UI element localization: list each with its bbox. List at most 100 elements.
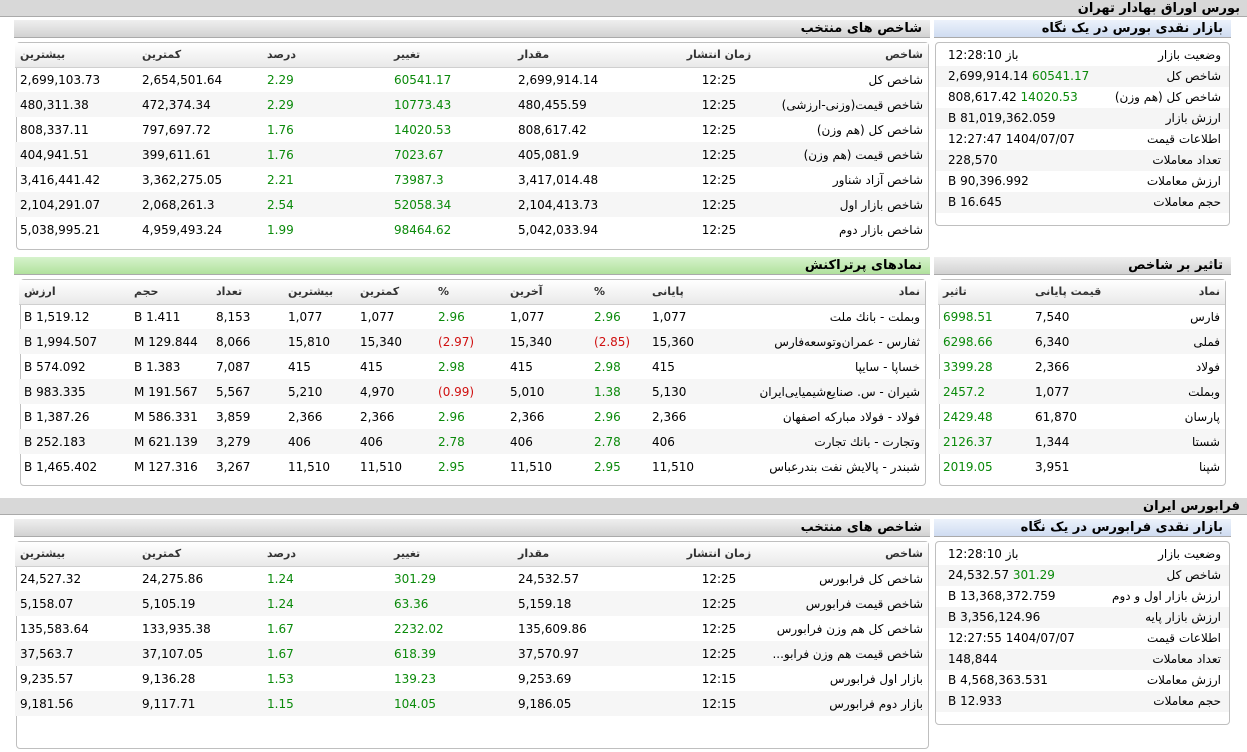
table-row[interactable]: شاخص کل 12:25 2,699,914.14 60541.17 2.29 2,65… xyxy=(15,67,928,92)
glance-value: 808,617.42 xyxy=(948,90,1017,104)
col-min[interactable]: کمترین xyxy=(137,542,262,567)
tse-impact-title: تاثیر بر شاخص xyxy=(1128,258,1223,273)
symbol-last-pct: (2.97) xyxy=(433,329,505,354)
index-max: 808,337.11 xyxy=(20,122,89,137)
glance-value: 1404/07/07 12:27:47 xyxy=(948,132,1075,146)
symbol-close-pct: 2.95 xyxy=(594,459,621,474)
table-row[interactable]: شستا 1,344 2126.37 xyxy=(938,429,1225,454)
col-value[interactable]: مقدار xyxy=(513,542,668,567)
table-row[interactable]: بازار اول فرابورس 12:15 9,253.69 139.23 1.53… xyxy=(15,666,928,691)
index-change: 139.23 xyxy=(394,671,436,686)
index-name[interactable]: شاخص کل xyxy=(868,72,923,87)
index-name[interactable]: شاخص قیمت(وزنی-ارزشی) xyxy=(770,92,928,117)
glance-value: 4,568,363.531 B xyxy=(948,673,1048,687)
impact-symbol[interactable]: وبملت xyxy=(1130,379,1225,404)
table-row[interactable]: شبندر - پالايش نفت بندرعباس 11,510 2.95 11,… xyxy=(19,454,925,479)
ifb-indices-panel: شاخص زمان انتشار مقدار تغییر درصد کمترین… xyxy=(15,541,929,749)
symbol-name[interactable]: وبملت - بانك ملت xyxy=(829,309,920,324)
col-symbol[interactable]: نماد xyxy=(1130,280,1225,305)
index-name[interactable]: شاخص کل (هم وزن) xyxy=(816,122,923,137)
index-name[interactable]: بازار دوم فرابورس xyxy=(770,691,928,716)
table-row[interactable]: شیران - س. صنایع‌شیمیایی‌ایران 5,130 1.38 5… xyxy=(19,379,925,404)
table-row[interactable]: شاخص کل فرابورس 12:25 24,532.57 301.29 1.24 2… xyxy=(15,566,928,591)
glance-value: 12.933 B xyxy=(948,694,1003,708)
col-close[interactable]: پایانی xyxy=(647,280,725,305)
index-name[interactable]: شاخص بازار اول xyxy=(770,192,928,217)
impact-symbol[interactable]: فارس xyxy=(1190,309,1220,324)
impact-close: 61,870 xyxy=(1035,409,1077,424)
index-name[interactable]: شاخص کل هم وزن فرابورس xyxy=(776,621,923,636)
table-row[interactable]: وتجارت - بانك تجارت 406 2.78 406 2.78 406 406 3… xyxy=(19,429,925,454)
table-row[interactable]: شاخص بازار دوم 12:25 5,042,033.94 98464.62 1… xyxy=(15,217,928,242)
index-percent: 1.24 xyxy=(262,591,389,616)
col-symbol[interactable]: نماد xyxy=(725,280,925,305)
col-max[interactable]: بیشترین xyxy=(283,280,355,305)
index-name[interactable]: شاخص قیمت هم وزن فرابو... xyxy=(770,641,928,666)
table-row[interactable]: شاخص قیمت(وزنی-ارزشی) 12:25 480,455.59 1077… xyxy=(15,92,928,117)
impact-symbol[interactable]: فملی xyxy=(1130,329,1225,354)
col-max[interactable]: بیشترین xyxy=(15,43,137,68)
table-row[interactable]: وبملت 1,077 2457.2 xyxy=(938,379,1225,404)
glance-row: اطلاعات قیمت 1404/07/07 12:27:55 xyxy=(936,628,1229,649)
col-change[interactable]: تغییر xyxy=(389,43,513,68)
table-row[interactable]: پارسان 61,870 2429.48 xyxy=(938,404,1225,429)
symbol-name[interactable]: ثفارس - عمران‌وتوسعه‌فارس xyxy=(725,329,925,354)
col-change[interactable]: تغییر xyxy=(389,542,513,567)
table-row[interactable]: فولاد - فولاد مباركه اصفهان 2,366 2.96 2,36… xyxy=(19,404,925,429)
table-row[interactable]: خساپا - سايپا 415 2.98 415 2.98 415 415 7,087 1.… xyxy=(19,354,925,379)
index-name[interactable]: شاخص آزاد شناور xyxy=(832,172,923,187)
table-row[interactable]: بازار دوم فرابورس 12:15 9,186.05 104.05 1.15… xyxy=(15,691,928,716)
table-row[interactable]: شپنا 3,951 2019.05 xyxy=(938,454,1225,479)
impact-symbol[interactable]: فولاد xyxy=(1195,359,1220,374)
impact-symbol[interactable]: پارسان xyxy=(1184,409,1220,424)
table-row[interactable]: شاخص آزاد شناور 12:25 3,417,014.48 73987.3 2… xyxy=(15,167,928,192)
col-value[interactable]: مقدار xyxy=(513,43,668,68)
index-name[interactable]: شاخص قیمت (هم وزن) xyxy=(770,142,928,167)
table-row[interactable]: شاخص قیمت فرابورس 12:25 5,159.18 63.36 1.24 5… xyxy=(15,591,928,616)
table-row[interactable]: شاخص کل هم وزن فرابورس 12:25 135,609.86 223… xyxy=(15,616,928,641)
table-row[interactable]: شاخص کل (هم وزن) 12:25 808,617.42 14020.53 1… xyxy=(15,117,928,142)
impact-symbol[interactable]: شستا xyxy=(1130,429,1225,454)
col-time[interactable]: زمان انتشار xyxy=(668,43,770,68)
col-last[interactable]: آخرین xyxy=(505,280,589,305)
symbol-name[interactable]: شبندر - پالايش نفت بندرعباس xyxy=(769,459,920,474)
col-volume[interactable]: حجم xyxy=(129,280,211,305)
table-row[interactable]: شاخص بازار اول 12:25 2,104,413.73 52058.34 2… xyxy=(15,192,928,217)
index-max: 37,563.7 xyxy=(15,641,137,666)
col-name[interactable]: شاخص xyxy=(770,542,928,567)
table-row[interactable]: شاخص قیمت (هم وزن) 12:25 405,081.9 7023.67 1… xyxy=(15,142,928,167)
index-name[interactable]: شاخص قیمت فرابورس xyxy=(770,591,928,616)
table-row[interactable]: شاخص قیمت هم وزن فرابو... 12:25 37,570.97 6… xyxy=(15,641,928,666)
ifb-glance-panel: وضعیت بازار باز 12:28:10 شاخص کل 301.29 24,… xyxy=(935,541,1230,725)
col-min[interactable]: کمترین xyxy=(355,280,433,305)
col-trade-value[interactable]: ارزش xyxy=(19,280,129,305)
col-name[interactable]: شاخص xyxy=(770,43,928,68)
index-min: 797,697.72 xyxy=(142,122,211,137)
table-row[interactable]: فملی 6,340 6298.66 xyxy=(938,329,1225,354)
table-row[interactable]: وبملت - بانك ملت 1,077 2.96 1,077 2.96 1,077 1… xyxy=(19,304,925,329)
col-min[interactable]: کمترین xyxy=(137,43,262,68)
col-impact[interactable]: تاثیر xyxy=(938,280,1030,305)
glance-value: 228,570 xyxy=(948,153,998,167)
index-name[interactable]: شاخص کل فرابورس xyxy=(819,571,923,586)
col-percent[interactable]: درصد xyxy=(262,43,389,68)
index-name[interactable]: بازار اول فرابورس xyxy=(829,671,923,686)
index-percent: 1.99 xyxy=(267,222,294,237)
col-close-pct[interactable]: % xyxy=(589,280,647,305)
glance-row: شاخص کل 301.29 24,532.57 xyxy=(936,565,1229,586)
col-percent[interactable]: درصد xyxy=(262,542,389,567)
table-row[interactable]: فارس 7,540 6998.51 xyxy=(938,304,1225,329)
col-count[interactable]: تعداد xyxy=(211,280,283,305)
symbol-name[interactable]: فولاد - فولاد مباركه اصفهان xyxy=(782,409,920,424)
table-row[interactable]: ثفارس - عمران‌وتوسعه‌فارس 15,360 (2.85) 15,… xyxy=(19,329,925,354)
symbol-name[interactable]: وتجارت - بانك تجارت xyxy=(725,429,925,454)
table-row[interactable]: فولاد 2,366 3399.28 xyxy=(938,354,1225,379)
col-time[interactable]: زمان انتشار xyxy=(668,542,770,567)
col-max[interactable]: بیشترین xyxy=(15,542,137,567)
col-last-pct[interactable]: % xyxy=(433,280,505,305)
symbol-name[interactable]: شیران - س. صنایع‌شیمیایی‌ایران xyxy=(725,379,925,404)
symbol-name[interactable]: خساپا - سايپا xyxy=(854,359,920,374)
impact-symbol[interactable]: شپنا xyxy=(1199,459,1220,474)
index-name[interactable]: شاخص بازار دوم xyxy=(839,222,923,237)
col-close-price[interactable]: قیمت پایانی xyxy=(1030,280,1130,305)
